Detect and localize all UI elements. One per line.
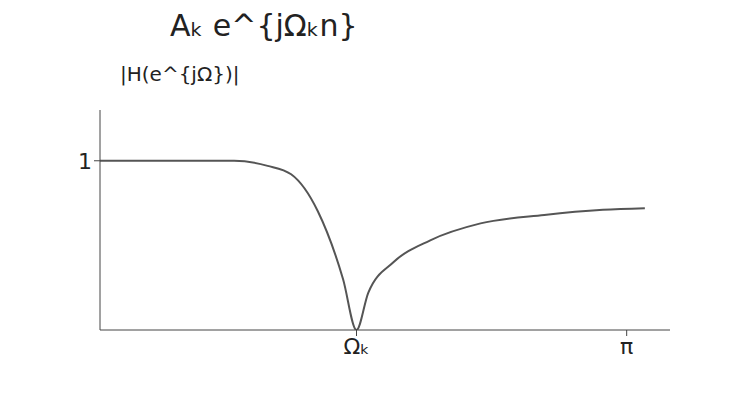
- svg-text:π: π: [620, 334, 633, 359]
- svg-text:Ωₖ: Ωₖ: [343, 334, 369, 359]
- html-text:|H(e^{jΩ})|: |H(e^{jΩ})|: [120, 62, 240, 86]
- html-text:Aₖ e^{jΩₖn}: Aₖ e^{jΩₖn}: [170, 8, 358, 43]
- svg-text:1: 1: [78, 149, 92, 174]
